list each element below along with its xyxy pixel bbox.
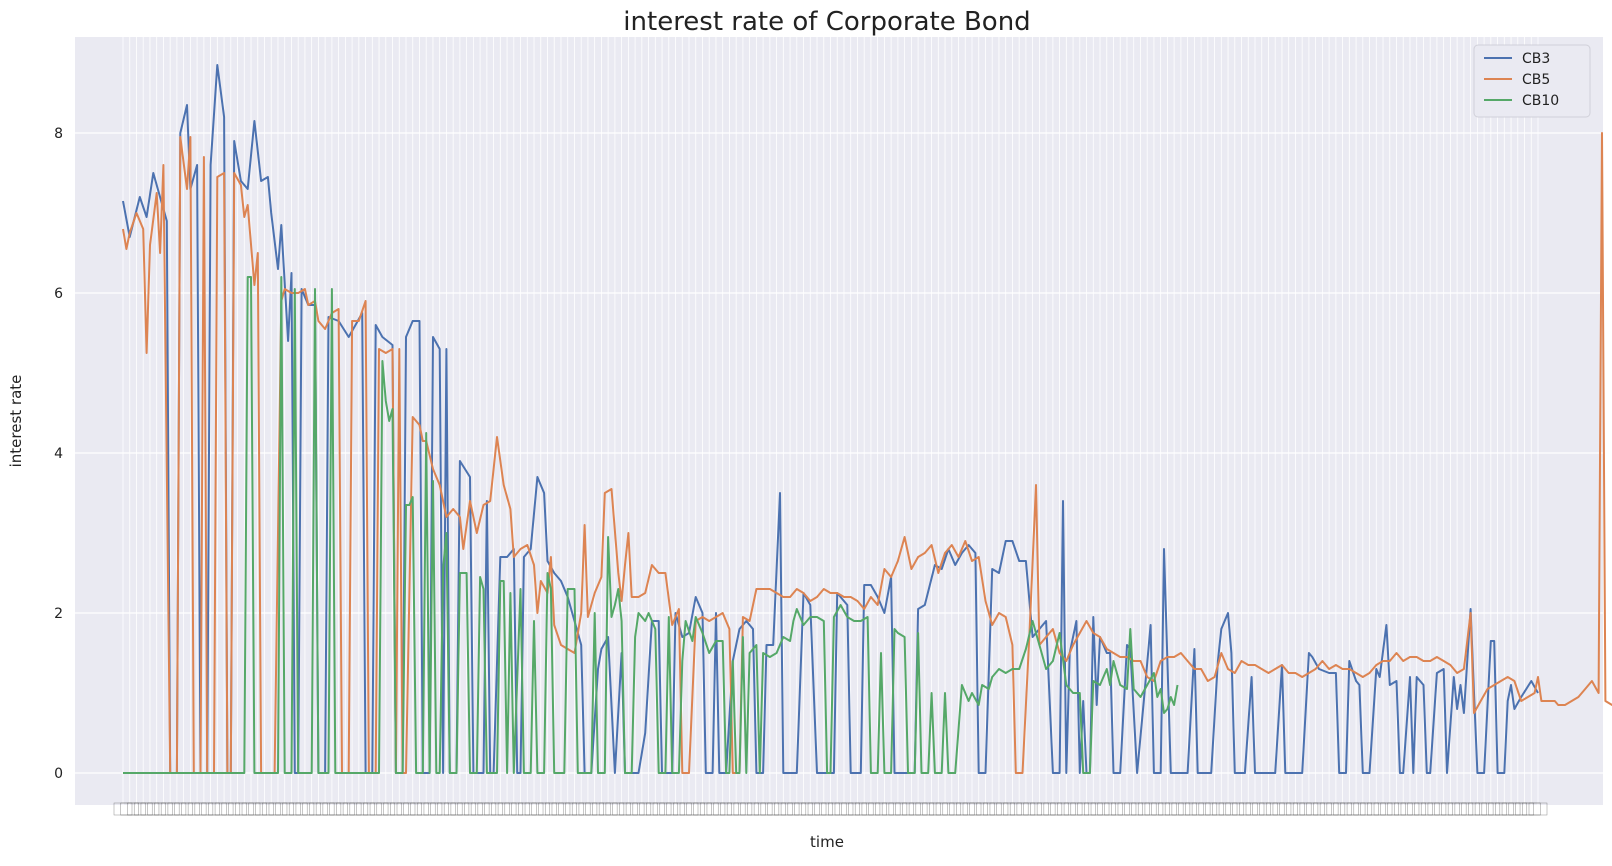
vertical-grid: [122, 37, 1539, 805]
x-axis-label: time: [810, 833, 844, 851]
y-axis-label: interest rate: [7, 375, 25, 468]
y-tick-label: 4: [54, 446, 63, 462]
y-tick-label: 0: [54, 766, 63, 782]
legend: CB3 CB5 CB10: [1473, 44, 1591, 118]
legend-label: CB10: [1522, 93, 1559, 109]
x-tick-label: [1528, 802, 1548, 816]
y-axis-ticks: 0 2 4 6 8: [54, 126, 63, 782]
y-tick-label: 2: [54, 606, 63, 622]
series-line-cb5: [122, 132, 1612, 774]
y-tick-label: 6: [54, 286, 63, 302]
series-lines: [122, 64, 1612, 774]
x-axis-ticks: [113, 802, 1548, 816]
series-line-cb10: [123, 276, 1179, 774]
chart-title: interest rate of Corporate Bond: [623, 7, 1030, 37]
plot-area: [75, 37, 1603, 805]
y-tick-label: 8: [54, 126, 63, 142]
series-line-cb3: [122, 64, 1539, 774]
legend-label: CB5: [1522, 72, 1550, 88]
legend-label: CB3: [1522, 51, 1550, 67]
